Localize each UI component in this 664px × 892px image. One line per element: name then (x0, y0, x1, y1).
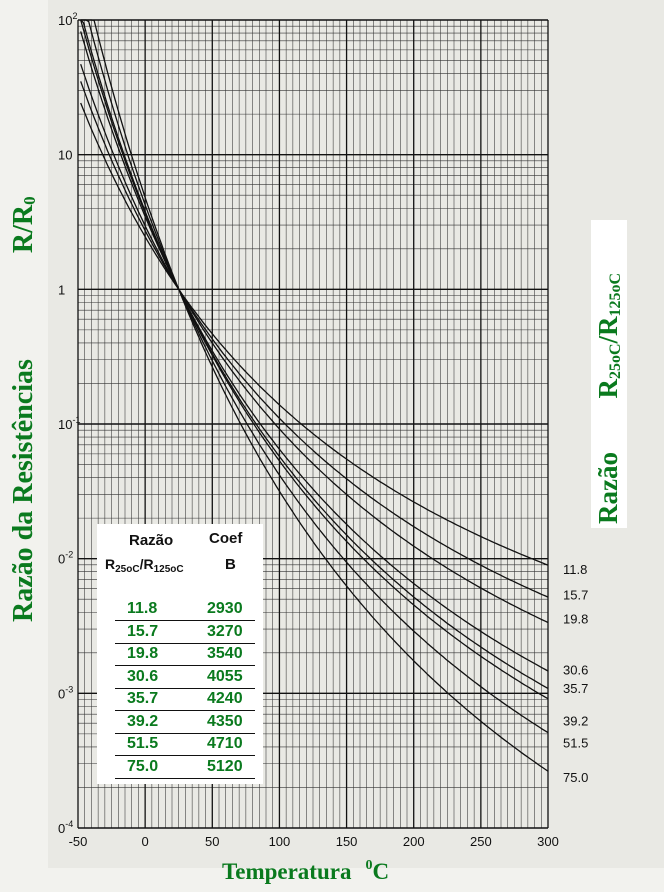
legend-row: 30.6 4055 (115, 666, 255, 689)
y-axis-label-left: Razão da Resistências R/R0 (8, 2, 40, 622)
x-axis-unit-sup: 0 (365, 858, 373, 873)
y-tick-label: 0-4 (58, 819, 73, 836)
legend-coef-value: 4710 (207, 735, 243, 752)
curve-end-label: 51.5 (563, 736, 588, 751)
curve-end-label: 30.6 (563, 663, 588, 678)
y-tick-label: 0-3 (58, 684, 73, 701)
x-axis-label: Temperatura 0C (222, 858, 389, 885)
legend-coef-value: 4350 (207, 712, 243, 730)
legend-table: Razão R25oC/R125oC Coef B 11.8 2930 15.7 32… (97, 524, 263, 784)
legend-ratio-value: 15.7 (127, 622, 159, 640)
legend-ratio-value: 35.7 (127, 690, 159, 707)
legend-header-r2: /R (139, 556, 154, 572)
right-label-r1: R (593, 379, 623, 399)
legend-header-coef: Coef (209, 530, 243, 547)
x-tick-label: 100 (269, 834, 291, 849)
x-tick-label: -50 (69, 834, 88, 849)
right-label-sub1: 25oC (607, 343, 624, 380)
curve-end-label: 15.7 (563, 588, 588, 603)
legend-ratio-value: 39.2 (127, 712, 159, 730)
y-tick-label: 1 (58, 282, 65, 297)
curve-75.0 (80, 19, 549, 772)
right-label-sub2: 125oC (607, 272, 624, 317)
y-axis-label-main: Razão da Resistências (8, 359, 39, 622)
curve-39.2 (80, 19, 549, 700)
legend-header-ratio: Razão (129, 532, 174, 549)
legend-coef-value: 4055 (207, 667, 243, 685)
curve-end-labels: 11.8 15.7 19.8 30.6 35.7 39.2 51.5 75.0 (563, 562, 588, 785)
legend-ratio-value: 51.5 (127, 735, 159, 752)
legend-header-r1: R (105, 556, 116, 572)
legend-coef-value: 3270 (207, 622, 243, 640)
curve-end-label: 39.2 (563, 713, 588, 728)
curve-51.5 (80, 19, 549, 734)
curve-11.8 (80, 102, 549, 566)
legend-ratio-value: 19.8 (127, 645, 159, 662)
legend-coef-value: 5120 (207, 757, 243, 775)
y-tick-label: 0-2 (58, 550, 73, 567)
curve-end-label: 11.8 (563, 562, 587, 577)
curves-group (80, 19, 549, 772)
legend-row: 35.7 4240 (115, 688, 255, 711)
x-axis-unit: C (372, 859, 390, 884)
y-axis-label-sub: 0 (20, 196, 39, 205)
x-tick-labels: -50 0 50 100 150 200 250 300 (69, 834, 559, 849)
legend-header-sub2: 125oC (153, 564, 184, 575)
x-tick-label: 300 (537, 834, 559, 849)
legend-row: 75.0 5120 (115, 756, 255, 779)
y-tick-label: 10 (58, 148, 72, 163)
y-axis-label-right: Razão R25oC/R125oC (591, 220, 627, 528)
legend-header-coef-b: B (225, 556, 236, 573)
right-label-r2: /R (593, 316, 623, 344)
x-tick-label: 250 (470, 834, 492, 849)
legend-header-sub1: 25oC (115, 564, 140, 575)
legend-coef-value: 3540 (207, 645, 243, 662)
legend-coef-value: 4240 (207, 690, 243, 707)
legend-ratio-value: 75.0 (127, 757, 159, 775)
y-tick-labels: 102 10 1 10-1 0-2 0-3 0-4 (58, 11, 80, 836)
y-tick-label: 10-1 (58, 415, 80, 432)
legend-coef-value: 2930 (207, 600, 243, 617)
legend-header-ratio-line2: R25oC/R125oC (105, 556, 184, 575)
curve-end-label: 75.0 (563, 770, 588, 785)
legend-ratio-value: 30.6 (127, 667, 159, 685)
legend-ratio-value: 11.8 (127, 600, 158, 617)
legend-row: 15.7 3270 (115, 621, 255, 644)
curve-19.8 (80, 63, 549, 624)
legend-row: 19.8 3540 (115, 643, 255, 666)
x-tick-label: 200 (403, 834, 425, 849)
curve-15.7 (80, 81, 549, 598)
legend-row: 11.8 2930 (115, 598, 255, 621)
y-axis-label-ratio: R/R (8, 204, 39, 254)
x-tick-label: 0 (142, 834, 149, 849)
right-label-main: Razão (593, 452, 623, 524)
y-tick-label: 102 (58, 11, 77, 28)
curve-30.6 (80, 31, 549, 672)
x-axis-label-text: Temperatura (222, 859, 352, 884)
curve-end-label: 19.8 (563, 611, 588, 626)
legend-row: 51.5 4710 (115, 733, 255, 756)
x-tick-label: 50 (205, 834, 219, 849)
curve-end-label: 35.7 (563, 681, 588, 696)
x-tick-label: 150 (336, 834, 358, 849)
legend-row: 39.2 4350 (115, 711, 255, 734)
